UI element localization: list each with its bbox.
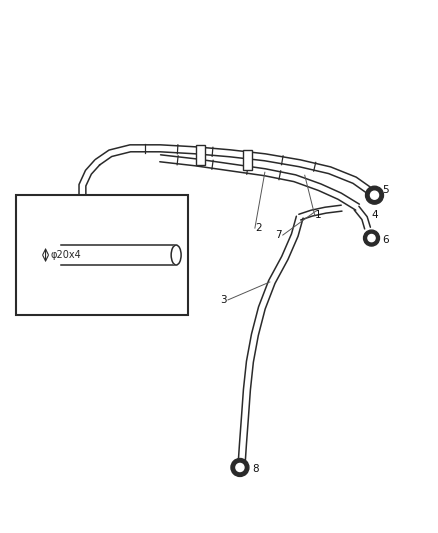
Text: 2: 2 — [255, 223, 261, 233]
Circle shape — [368, 235, 375, 241]
Circle shape — [231, 458, 249, 477]
Circle shape — [371, 191, 378, 199]
Circle shape — [364, 230, 379, 246]
Text: 1: 1 — [314, 210, 321, 220]
Text: 5: 5 — [382, 185, 389, 195]
Text: φ20x4: φ20x4 — [50, 250, 81, 260]
Text: 6: 6 — [382, 235, 389, 245]
Text: 7: 7 — [275, 230, 282, 240]
Bar — [16, 195, 188, 315]
Text: 3: 3 — [220, 295, 226, 305]
Text: 4: 4 — [371, 210, 378, 220]
Text: 8: 8 — [252, 464, 258, 474]
Circle shape — [236, 463, 244, 472]
Ellipse shape — [171, 245, 181, 265]
Circle shape — [366, 186, 384, 204]
Bar — [196, 146, 205, 165]
Bar — [244, 150, 252, 170]
